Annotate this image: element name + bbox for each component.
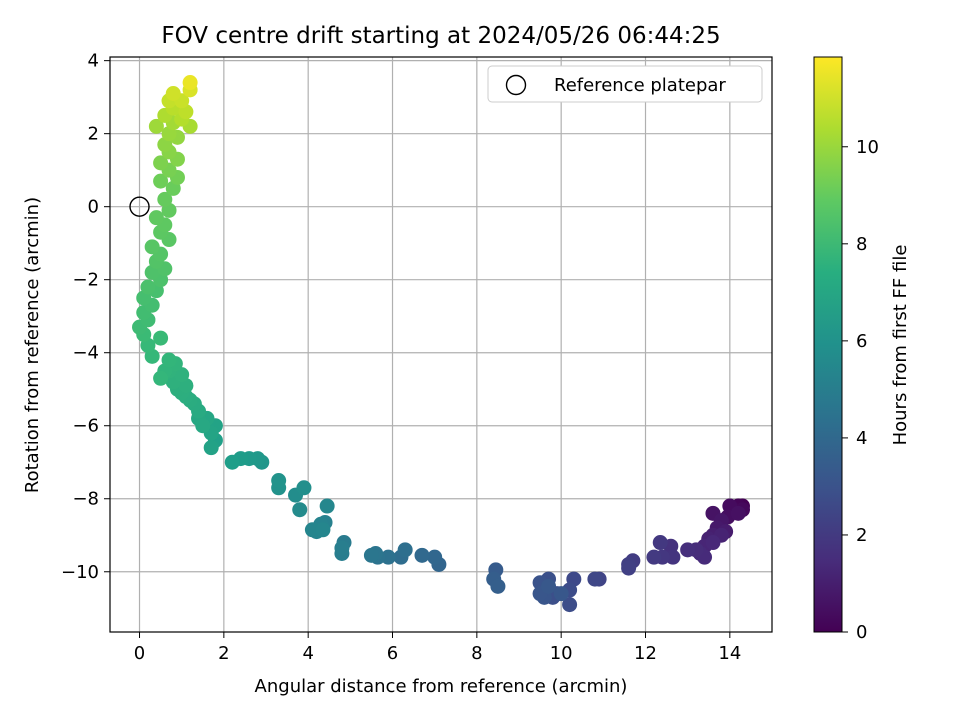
data-point (271, 472, 287, 488)
data-point (148, 118, 164, 134)
colorbar (814, 57, 842, 632)
data-point (397, 542, 413, 558)
data-point (490, 578, 506, 594)
data-point (680, 542, 696, 558)
y-tick-label: 2 (88, 124, 99, 145)
data-point (165, 86, 181, 102)
data-point (315, 522, 331, 538)
legend-box (487, 65, 763, 103)
x-tick-label: 2 (218, 643, 229, 664)
colorbar-tick-label: 8 (856, 234, 867, 255)
data-point (144, 239, 160, 255)
data-point (153, 330, 169, 346)
y-tick-label: −4 (72, 343, 99, 364)
colorbar-tick-label: 2 (856, 525, 867, 546)
x-axis-ticks: 0 2 4 6 8 10 12 14 (134, 632, 741, 664)
data-point (646, 549, 662, 565)
data-point (153, 155, 169, 171)
colorbar-tick-label: 6 (856, 331, 867, 352)
plot-frame (109, 56, 773, 633)
data-point (380, 549, 396, 565)
colorbar-frame (813, 56, 843, 633)
x-tick-label: 0 (134, 643, 145, 664)
data-point (730, 505, 746, 521)
data-points (132, 75, 750, 613)
data-point (414, 547, 430, 563)
x-tick-label: 6 (387, 643, 398, 664)
y-tick-label: 0 (88, 197, 99, 218)
data-point (587, 571, 603, 587)
data-point (153, 173, 169, 189)
x-tick-label: 8 (471, 643, 482, 664)
legend-marker (505, 74, 527, 96)
y-axis-label: Rotation from reference (arcmin) (22, 197, 43, 493)
reference-marker (129, 196, 150, 217)
data-point (334, 540, 350, 556)
legend: Reference platepar (487, 65, 763, 103)
data-point (153, 370, 169, 386)
data-point (292, 502, 308, 518)
data-point (652, 535, 668, 551)
data-point (427, 549, 443, 565)
data-point (621, 560, 637, 576)
data-point (161, 352, 177, 368)
colorbar-tick-label: 4 (856, 428, 867, 449)
data-point (203, 440, 219, 456)
y-tick-label: 4 (88, 51, 99, 72)
data-point (174, 367, 190, 383)
data-point (541, 578, 557, 594)
data-point (562, 597, 578, 613)
colorbar-ticks: 0 2 4 6 8 10 (842, 137, 879, 643)
legend-label: Reference platepar (554, 75, 726, 96)
x-tick-label: 10 (550, 643, 573, 664)
y-tick-label: −6 (72, 416, 99, 437)
data-point (304, 522, 320, 538)
data-point (363, 547, 379, 563)
chart-title: FOV centre drift starting at 2024/05/26 … (161, 23, 720, 49)
data-point (553, 586, 569, 602)
data-point (665, 549, 681, 565)
colorbar-label: Hours from first FF file (890, 245, 911, 446)
data-point (148, 210, 164, 226)
data-point (296, 480, 312, 496)
x-tick-label: 14 (718, 643, 741, 664)
y-tick-label: −8 (72, 489, 99, 510)
y-axis-ticks: −10 −8 −6 −4 −2 0 2 4 (61, 51, 110, 583)
y-tick-label: −2 (72, 270, 99, 291)
data-point (140, 279, 156, 295)
data-point (195, 418, 211, 434)
data-point (319, 498, 335, 514)
x-tick-label: 12 (634, 643, 657, 664)
reference-point (129, 196, 150, 217)
x-tick-label: 4 (302, 643, 313, 664)
data-point (182, 75, 198, 91)
data-point (705, 535, 721, 551)
data-point (157, 191, 173, 207)
colorbar-tick-label: 10 (856, 137, 879, 158)
y-tick-label: −10 (61, 562, 99, 583)
data-point (224, 454, 240, 470)
colorbar-tick-label: 0 (856, 622, 867, 643)
x-axis-label: Angular distance from reference (arcmin) (255, 676, 628, 697)
